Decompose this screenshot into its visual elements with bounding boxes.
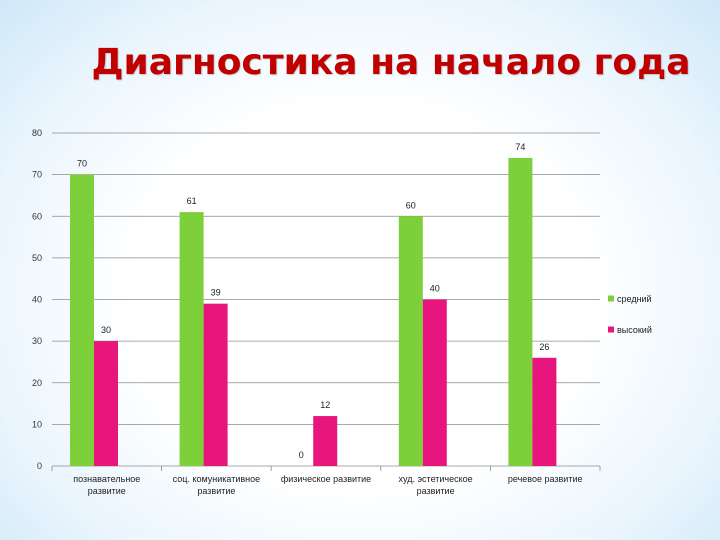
bar-высокий-1 xyxy=(203,303,228,466)
data-label: 61 xyxy=(187,196,197,206)
bar-средний-0 xyxy=(70,174,94,466)
category-label: худ. эстетическое xyxy=(399,474,473,484)
y-tick-label: 80 xyxy=(32,128,42,138)
data-label: 12 xyxy=(320,400,330,410)
category-label: соц. комуникативное xyxy=(173,474,260,484)
y-tick-label: 20 xyxy=(32,378,42,388)
legend-label: средний xyxy=(617,294,652,304)
category-label: познавательное xyxy=(73,474,140,484)
bar-средний-4 xyxy=(508,157,533,466)
category-label: развитие xyxy=(88,486,126,496)
bar-средний-3 xyxy=(398,216,423,466)
y-tick-label: 60 xyxy=(32,211,42,221)
data-label: 39 xyxy=(211,288,221,298)
data-label: 74 xyxy=(515,142,525,152)
data-label: 40 xyxy=(430,284,440,294)
y-tick-label: 50 xyxy=(32,253,42,263)
category-label: речевое развитие xyxy=(508,474,583,484)
y-tick-label: 10 xyxy=(32,419,42,429)
category-label: развитие xyxy=(417,486,455,496)
bar-высокий-3 xyxy=(422,299,447,466)
bar-высокий-2 xyxy=(313,416,338,466)
slide-title: Диагностика на начало года xyxy=(91,42,691,83)
y-tick-label: 40 xyxy=(32,295,42,305)
y-tick-label: 70 xyxy=(32,170,42,180)
legend-label: высокий xyxy=(617,325,652,335)
bar-высокий-0 xyxy=(94,341,118,466)
legend-swatch-высокий xyxy=(608,326,614,333)
category-label: развитие xyxy=(197,486,235,496)
data-label: 70 xyxy=(77,159,87,169)
data-label: 30 xyxy=(101,325,111,335)
bar-высокий-4 xyxy=(532,357,557,466)
y-tick-label: 30 xyxy=(32,336,42,346)
data-label: 26 xyxy=(539,342,549,352)
category-label: физическое развитие xyxy=(281,474,371,484)
legend-swatch-средний xyxy=(608,295,614,302)
y-tick-label: 0 xyxy=(37,461,42,471)
data-label: 60 xyxy=(406,200,416,210)
bar-средний-1 xyxy=(179,212,204,466)
data-label: 0 xyxy=(299,450,304,460)
